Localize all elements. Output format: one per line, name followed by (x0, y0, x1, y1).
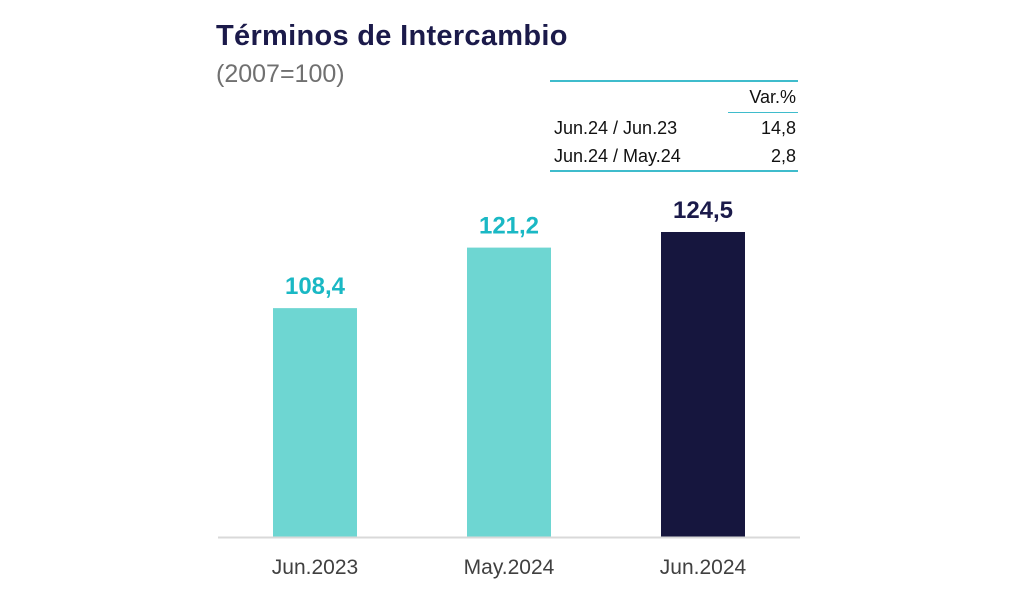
bar (273, 308, 357, 537)
x-tick-label: May.2024 (464, 556, 555, 579)
chart-subtitle: (2007=100) (216, 60, 345, 88)
variation-row-label: Jun.24 / Jun.23 (554, 117, 678, 138)
chart-title: Términos de Intercambio (216, 20, 568, 52)
bar-value-label: 121,2 (479, 213, 539, 240)
x-tick-label: Jun.2024 (660, 556, 747, 579)
x-tick-label: Jun.2023 (272, 556, 358, 579)
variation-table: Var.% Jun.24 / Jun.23 14,8 Jun.24 / May.… (550, 80, 798, 172)
bar-value-label: 108,4 (285, 273, 346, 300)
variation-row-value: 2,8 (770, 146, 796, 166)
variation-row-value: 14,8 (760, 118, 796, 138)
bar (467, 247, 551, 537)
variation-table-header-row: Var.% (550, 81, 798, 113)
variation-table-header: Var.% (727, 81, 798, 113)
variation-table-row: Jun.24 / Jun.23 14,8 (550, 113, 798, 143)
bar (661, 232, 745, 537)
variation-row-label: Jun.24 / May.24 (554, 146, 681, 166)
variation-table-row: Jun.24 / May.24 2,8 (550, 142, 798, 171)
bar-value-label: 124,5 (673, 197, 733, 224)
